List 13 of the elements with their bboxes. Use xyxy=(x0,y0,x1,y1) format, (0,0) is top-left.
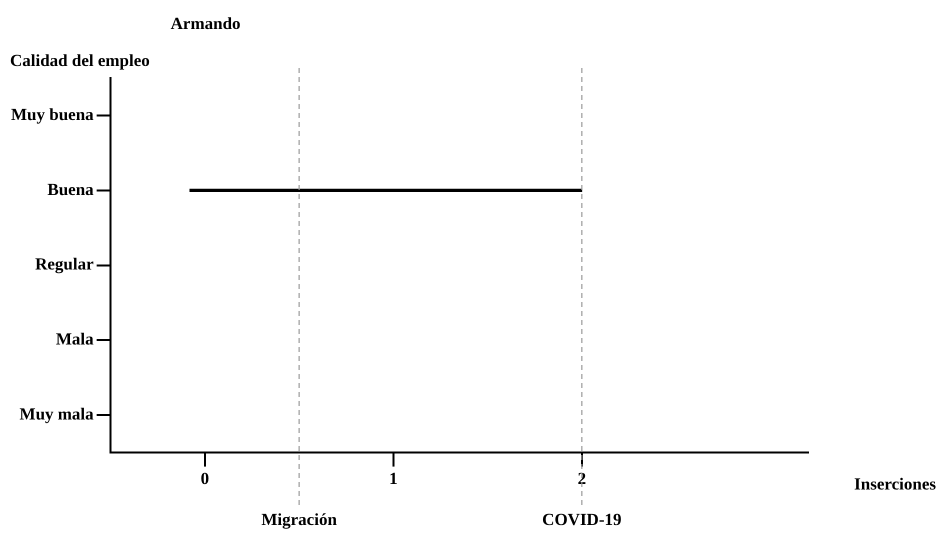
y-tick-label: Buena xyxy=(47,180,94,199)
y-tick-label: Regular xyxy=(35,254,94,274)
y-tick-label: Muy buena xyxy=(10,104,94,124)
y-axis-title: Calidad del empleo xyxy=(10,50,150,70)
x-axis-title: Inserciones xyxy=(854,474,936,494)
ref-line-label: COVID-19 xyxy=(542,510,622,529)
x-tick-label: 0 xyxy=(200,469,210,488)
x-tick-label: 1 xyxy=(389,469,398,488)
y-tick-label: Mala xyxy=(56,330,94,349)
ref-line-label: Migración xyxy=(261,510,338,529)
x-tick-label: 2 xyxy=(578,469,586,488)
chart-title: Armando xyxy=(170,14,241,33)
y-tick-label: Muy mala xyxy=(20,404,94,424)
